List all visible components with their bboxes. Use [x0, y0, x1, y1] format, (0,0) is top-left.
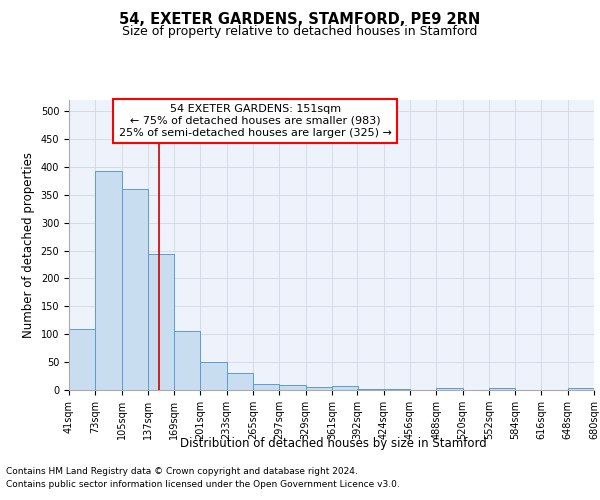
Bar: [200, 362, 227, 390]
Bar: [122, 189, 148, 390]
Text: Contains public sector information licensed under the Open Government Licence v3: Contains public sector information licen…: [6, 480, 400, 489]
Y-axis label: Number of detached properties: Number of detached properties: [22, 152, 35, 338]
Bar: [227, 374, 253, 390]
Bar: [332, 386, 358, 390]
Bar: [489, 388, 515, 390]
Bar: [69, 328, 95, 390]
Text: Size of property relative to detached houses in Stamford: Size of property relative to detached ho…: [122, 25, 478, 38]
Text: Contains HM Land Registry data © Crown copyright and database right 2024.: Contains HM Land Registry data © Crown c…: [6, 468, 358, 476]
Bar: [174, 332, 200, 390]
Text: 54, EXETER GARDENS, STAMFORD, PE9 2RN: 54, EXETER GARDENS, STAMFORD, PE9 2RN: [119, 12, 481, 28]
Text: Distribution of detached houses by size in Stamford: Distribution of detached houses by size …: [179, 438, 487, 450]
Bar: [436, 388, 463, 390]
Bar: [95, 171, 122, 390]
Bar: [358, 389, 383, 390]
Bar: [568, 388, 594, 390]
Bar: [148, 254, 174, 390]
Text: 54 EXETER GARDENS: 151sqm  
← 75% of detached houses are smaller (983)
25% of se: 54 EXETER GARDENS: 151sqm ← 75% of detac…: [119, 104, 392, 138]
Bar: [253, 384, 280, 390]
Bar: [280, 385, 305, 390]
Bar: [305, 386, 332, 390]
